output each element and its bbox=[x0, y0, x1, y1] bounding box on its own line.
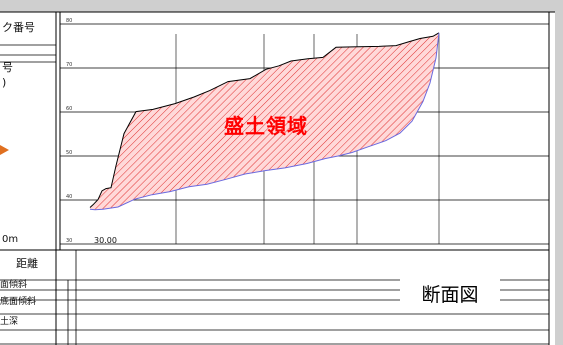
header-row1-label: ク番号 bbox=[2, 21, 35, 34]
caption-box: 断面図 bbox=[400, 278, 500, 308]
depth-label: 土深 bbox=[0, 317, 19, 327]
y-tick-80: 80 bbox=[66, 18, 72, 24]
y-tick-labels: 30 40 50 60 70 80 bbox=[66, 18, 72, 244]
side-arrow-icon bbox=[0, 145, 9, 155]
upper-ground-line bbox=[89, 32, 440, 208]
fill-area-layer bbox=[90, 32, 439, 210]
slope-label: 面傾斜 bbox=[0, 280, 28, 290]
y-tick-50: 50 bbox=[66, 150, 72, 156]
y-tick-40: 40 bbox=[66, 194, 72, 200]
y-tick-30: 30 bbox=[66, 238, 72, 244]
x-start-label: 30.00 bbox=[94, 236, 117, 245]
header-row2-label: 号 bbox=[2, 61, 13, 74]
ground-lines-layer bbox=[89, 32, 440, 211]
bottom-slope-label: 底面傾斜 bbox=[0, 297, 37, 307]
y-tick-60: 60 bbox=[66, 106, 72, 112]
lower-ground-line bbox=[89, 32, 440, 211]
caption-text: 断面図 bbox=[421, 283, 479, 306]
top-gray-band bbox=[0, 0, 563, 12]
fill-area-label: 盛土領域 bbox=[224, 114, 308, 138]
distance-label: 距離 bbox=[16, 257, 38, 270]
fill-area bbox=[90, 32, 439, 210]
y-tick-70: 70 bbox=[66, 62, 72, 68]
right-gray-band bbox=[555, 0, 563, 345]
header-row3-label: ) bbox=[2, 76, 7, 89]
unit-label: 0m bbox=[2, 234, 19, 245]
